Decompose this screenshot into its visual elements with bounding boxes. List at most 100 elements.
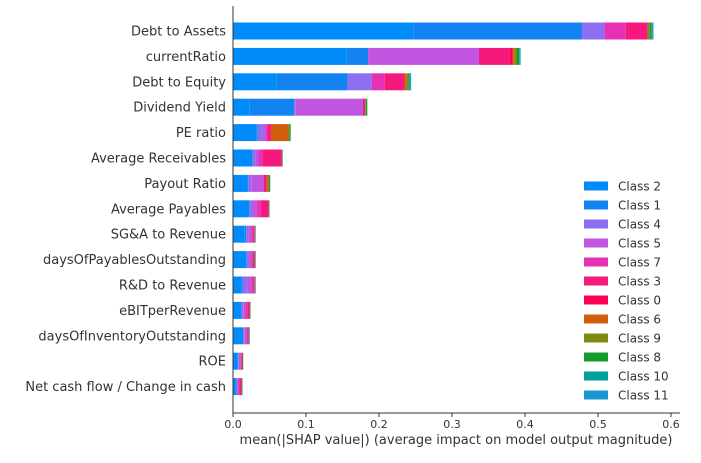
bar-segment xyxy=(512,47,515,65)
bar-segment xyxy=(249,200,250,218)
bar-segment xyxy=(371,73,385,91)
bar-segment xyxy=(233,251,247,269)
bar-segment xyxy=(244,225,247,243)
bar-segment xyxy=(249,98,295,116)
bar-segment xyxy=(262,149,282,167)
bar-segment xyxy=(233,276,242,294)
bar-segment xyxy=(253,251,255,269)
legend-label: Class 4 xyxy=(618,218,661,232)
legend-swatch xyxy=(584,200,608,210)
bar-segment xyxy=(384,73,405,91)
bar-segment xyxy=(233,149,251,167)
bar-segment xyxy=(651,22,653,40)
bar-segment xyxy=(241,301,242,319)
bar-segment xyxy=(516,47,520,65)
bar-segment xyxy=(233,98,250,116)
bar-segment xyxy=(368,47,480,65)
feature-label: Debt to Equity xyxy=(132,75,226,90)
x-tick-label: 0.2 xyxy=(370,418,388,431)
legend-swatch xyxy=(584,333,608,343)
legend-swatch xyxy=(584,257,608,267)
bar-segment xyxy=(243,327,245,345)
bar-segment xyxy=(240,352,242,370)
legend-swatch xyxy=(584,238,608,248)
bar-segment xyxy=(294,98,296,116)
bar-segment xyxy=(256,124,258,142)
legend-label: Class 10 xyxy=(618,370,669,384)
x-axis-title: mean(|SHAP value|) (average impact on mo… xyxy=(240,433,673,448)
bar-segment xyxy=(249,251,252,269)
bar-segment xyxy=(245,301,248,319)
bar-segment xyxy=(246,327,249,345)
bar-segment xyxy=(249,327,250,345)
legend-label: Class 0 xyxy=(618,294,661,308)
bar-segment xyxy=(254,225,255,243)
bar-segment xyxy=(236,378,238,396)
x-tick-label: 0.6 xyxy=(662,418,680,431)
legend-swatch xyxy=(584,276,608,286)
bar-segment xyxy=(581,22,605,40)
feature-label: Average Payables xyxy=(111,202,226,217)
legend-label: Class 8 xyxy=(618,351,661,365)
bar-segment xyxy=(263,174,267,192)
bar-segment xyxy=(254,225,256,243)
bar-segment xyxy=(246,251,250,269)
feature-label: Dividend Yield xyxy=(133,101,226,116)
bar-segment xyxy=(404,73,407,91)
bar-segment xyxy=(251,276,255,294)
legend-swatch xyxy=(584,295,608,305)
bar-segment xyxy=(248,174,252,192)
bar-segment xyxy=(260,200,269,218)
feature-label: SG&A to Revenue xyxy=(111,228,226,243)
x-tick-label: 0.3 xyxy=(443,418,461,431)
legend-label: Class 7 xyxy=(618,256,661,270)
bar-segment xyxy=(409,73,411,91)
bar-segment xyxy=(241,301,244,319)
bar-segment xyxy=(262,124,266,142)
feature-label: ROE xyxy=(199,355,226,370)
x-ticks-group: 0.0 0.1 0.2 0.3 0.4 0.5 0.6 xyxy=(224,413,680,431)
legend-swatch xyxy=(584,181,608,191)
bar-segment xyxy=(248,225,252,243)
bar-segment xyxy=(233,73,277,91)
feature-label: Average Receivables xyxy=(91,152,226,167)
legend-label: Class 5 xyxy=(618,237,661,251)
bar-segment xyxy=(519,47,521,65)
feature-label: daysOfPayablesOutstanding xyxy=(43,253,226,268)
bar-segment xyxy=(288,124,290,142)
bar-segment xyxy=(270,124,289,142)
bar-segment xyxy=(281,149,283,167)
feature-label: currentRatio xyxy=(146,50,226,65)
bar-segment xyxy=(243,301,246,319)
bar-segment xyxy=(251,225,255,243)
bar-segment xyxy=(250,149,253,167)
bar-segment xyxy=(268,124,271,142)
legend-label: Class 1 xyxy=(618,199,661,213)
bar-segment xyxy=(249,301,251,319)
x-tick-label: 0.0 xyxy=(224,418,242,431)
legend-label: Class 6 xyxy=(618,313,661,327)
bar-segment xyxy=(246,225,249,243)
bar-segment xyxy=(233,124,257,142)
bar-segment xyxy=(238,352,239,370)
feature-label: Payout Ratio xyxy=(144,177,226,192)
bar-segment xyxy=(647,22,650,40)
feature-label: PE ratio xyxy=(176,126,226,141)
bar-segment xyxy=(247,276,252,294)
bar-segment xyxy=(239,378,242,396)
bar-segment xyxy=(519,47,520,65)
legend-swatch xyxy=(584,219,608,229)
legend-label: Class 3 xyxy=(618,275,661,289)
legend-swatch xyxy=(584,371,608,381)
bar-segment xyxy=(254,276,256,294)
bar-segment xyxy=(365,98,368,116)
bar-segment xyxy=(514,47,517,65)
feature-label: Debt to Assets xyxy=(131,25,226,40)
bar-segment xyxy=(406,73,409,91)
bar-segment xyxy=(289,124,291,142)
bar-segment xyxy=(255,149,259,167)
bar-segment xyxy=(364,98,366,116)
bar-segment xyxy=(268,200,270,218)
bar-segment xyxy=(244,327,247,345)
